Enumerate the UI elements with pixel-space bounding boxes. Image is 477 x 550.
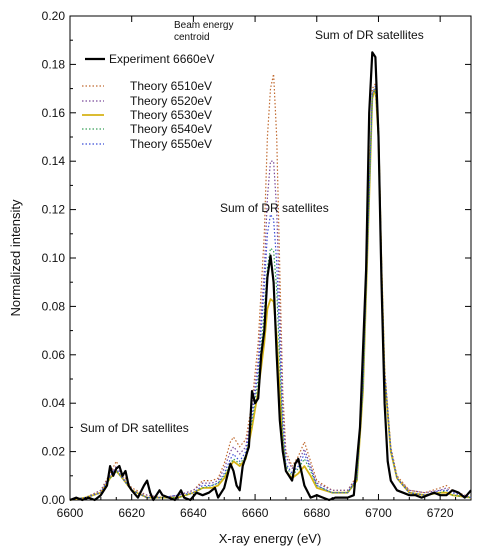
legend: Beam energy centroid Experiment 6660eV Th… <box>82 20 233 151</box>
y-axis-title: Normalized intensity <box>8 199 23 317</box>
x-tick-label: 6600 <box>57 506 84 520</box>
x-tick-label: 6640 <box>180 506 207 520</box>
legend-header-line-1: Beam energy <box>174 20 233 31</box>
x-tick-label: 6660 <box>242 506 269 520</box>
y-tick-label: 0.20 <box>42 9 66 23</box>
legend-label: Experiment 6660eV <box>109 52 214 66</box>
series-line-experiment-6660ev <box>69 51 472 502</box>
x-tick-label: 6680 <box>303 506 330 520</box>
annotation-low-peak: Sum of DR satellites <box>80 421 189 435</box>
y-axis: 0.00 0.02 0.04 0.06 0.08 0.10 0.12 0.14 0.16 0.18… <box>42 9 471 507</box>
y-tick-label: 0.08 <box>42 299 66 313</box>
series-layer <box>69 51 472 502</box>
annotations: Sum of DR satellites Sum of DR satellite… <box>80 28 424 435</box>
legend-label: Theory 6530eV <box>130 108 212 122</box>
y-tick-label: 0.00 <box>42 493 66 507</box>
legend-label: Theory 6510eV <box>130 79 212 93</box>
legend-label: Theory 6520eV <box>130 94 212 108</box>
legend-label: Theory 6550eV <box>130 137 212 151</box>
legend-header-line-2: centroid <box>174 32 210 43</box>
y-tick-label: 0.18 <box>42 57 66 71</box>
x-tick-label: 6700 <box>365 506 392 520</box>
x-axis-title: X-ray energy (eV) <box>219 531 322 546</box>
y-tick-label: 0.14 <box>42 154 66 168</box>
series-line-theory-6520ev <box>69 88 472 501</box>
y-tick-label: 0.12 <box>42 203 66 217</box>
y-tick-label: 0.04 <box>42 396 66 410</box>
annotation-mid-peak: Sum of DR satellites <box>220 201 329 215</box>
y-tick-label: 0.06 <box>42 348 66 362</box>
legend-label: Theory 6540eV <box>130 122 212 136</box>
x-axis: 6600 6620 6640 6660 6680 6700 6720 <box>57 16 457 520</box>
x-tick-label: 6720 <box>427 506 454 520</box>
y-tick-label: 0.10 <box>42 251 66 265</box>
annotation-main-peak: Sum of DR satellites <box>315 28 424 42</box>
y-tick-label: 0.16 <box>42 106 66 120</box>
y-tick-label: 0.02 <box>42 445 66 459</box>
x-tick-label: 6620 <box>118 506 145 520</box>
